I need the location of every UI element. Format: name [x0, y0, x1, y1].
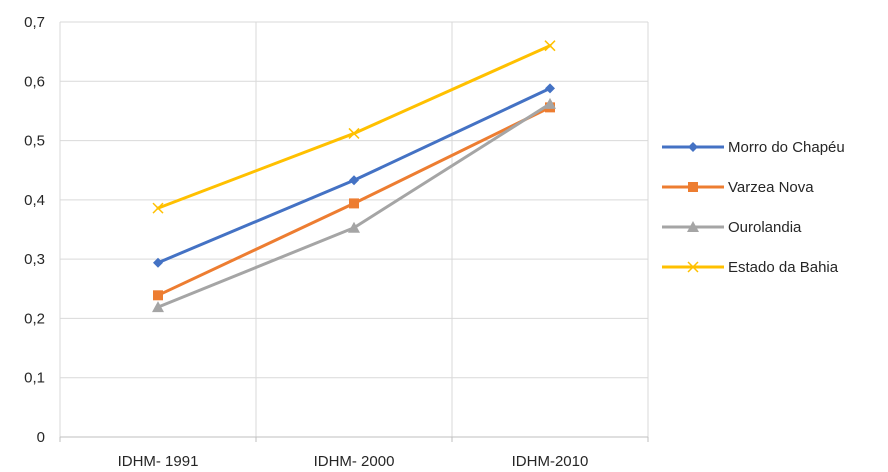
triangle-marker: [544, 97, 556, 109]
x-tick-label: IDHM-2010: [512, 453, 589, 470]
x-marker-stroke: [152, 202, 164, 214]
y-tick-label: 0,4: [24, 192, 45, 209]
series-0: [153, 83, 555, 268]
diamond-marker: [153, 257, 163, 268]
square-marker: [688, 182, 698, 192]
legend-item: Varzea Nova: [662, 179, 814, 196]
legend-item: Morro do Chapéu: [662, 139, 845, 156]
triangle-marker: [348, 221, 360, 233]
legend-item: Estado da Bahia: [662, 259, 839, 276]
data-point: [349, 175, 359, 186]
y-tick-label: 0: [37, 429, 45, 446]
axes: 0 0,1 0,2 0,3 0,4 0,5 0,6 0,7 IDHM- 1991 IDHM- 20…: [24, 14, 649, 470]
y-tick-label: 0,2: [24, 310, 45, 327]
series-2: [152, 97, 556, 313]
x-marker: [348, 127, 360, 139]
data-point: [153, 290, 163, 301]
x-marker: [544, 40, 556, 52]
x-marker: [152, 202, 164, 214]
legend-label: Ourolandia: [728, 219, 802, 236]
data-point: [544, 40, 556, 52]
square-marker: [153, 290, 163, 301]
legend-label: Morro do Chapéu: [728, 139, 845, 156]
legend: Morro do Chapéu Varzea Nova Ourolandia Esta…: [662, 139, 845, 276]
triangle-marker: [152, 301, 164, 313]
diamond-marker: [688, 142, 698, 152]
square-marker: [349, 198, 359, 209]
x-marker-stroke: [348, 127, 360, 139]
data-point: [544, 97, 556, 109]
x-marker: [687, 261, 699, 273]
y-tick-label: 0,5: [24, 133, 45, 150]
x-marker-stroke: [544, 40, 556, 52]
y-tick-label: 0,3: [24, 251, 45, 268]
diamond-marker: [545, 83, 555, 94]
data-point: [152, 202, 164, 214]
x-tick-label: IDHM- 2000: [314, 453, 395, 470]
legend-label: Estado da Bahia: [728, 259, 839, 276]
data-point: [545, 83, 555, 94]
data-point: [152, 301, 164, 313]
series-3: [152, 40, 556, 214]
triangle-marker: [687, 221, 699, 232]
legend-item: Ourolandia: [662, 219, 802, 236]
y-tick-label: 0,1: [24, 370, 45, 387]
data-point: [348, 221, 360, 233]
data-point: [348, 127, 360, 139]
y-tick-label: 0,6: [24, 73, 45, 90]
diamond-marker: [349, 175, 359, 186]
data-point: [349, 198, 359, 209]
series-group: [152, 40, 556, 313]
y-tick-label: 0,7: [24, 14, 45, 31]
data-point: [153, 257, 163, 268]
x-tick-label: IDHM- 1991: [118, 453, 199, 470]
legend-label: Varzea Nova: [728, 179, 814, 196]
x-marker-stroke: [687, 261, 699, 273]
